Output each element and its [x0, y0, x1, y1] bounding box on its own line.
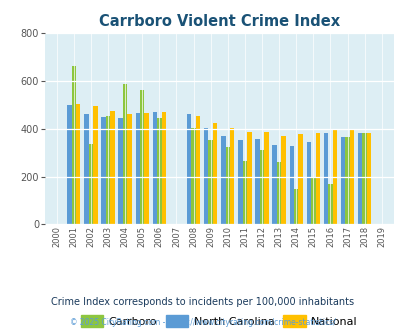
Bar [315, 133, 319, 224]
Bar [67, 105, 71, 224]
Bar [140, 90, 144, 224]
Bar [242, 161, 247, 224]
Bar [259, 150, 264, 224]
Bar [221, 136, 225, 224]
Bar [135, 113, 140, 224]
Bar [247, 132, 251, 224]
Bar [323, 134, 328, 224]
Bar [127, 114, 132, 224]
Bar [186, 114, 191, 224]
Bar [84, 114, 88, 224]
Bar [293, 189, 298, 224]
Bar [118, 118, 123, 224]
Bar [203, 127, 208, 224]
Bar [328, 184, 332, 224]
Bar [281, 136, 285, 224]
Bar [123, 84, 127, 224]
Bar [71, 67, 76, 224]
Bar [306, 142, 310, 224]
Bar [225, 147, 230, 224]
Bar [161, 113, 166, 224]
Bar [76, 104, 80, 224]
Bar [152, 113, 157, 224]
Bar [191, 128, 195, 224]
Bar [88, 144, 93, 224]
Bar [238, 140, 242, 224]
Bar [106, 116, 110, 224]
Bar [366, 134, 371, 224]
Text: © 2025 CityRating.com - https://www.cityrating.com/crime-statistics/: © 2025 CityRating.com - https://www.city… [70, 318, 335, 327]
Bar [208, 140, 212, 224]
Bar [144, 113, 149, 224]
Bar [264, 132, 268, 224]
Bar [212, 123, 217, 224]
Bar [289, 146, 293, 224]
Bar [362, 134, 366, 224]
Bar [157, 118, 161, 224]
Bar [195, 115, 200, 224]
Bar [101, 117, 106, 224]
Bar [276, 162, 281, 224]
Bar [272, 145, 276, 224]
Bar [93, 106, 97, 224]
Bar [345, 137, 349, 224]
Bar [340, 137, 345, 224]
Bar [357, 134, 362, 224]
Bar [110, 111, 114, 224]
Bar [349, 130, 354, 224]
Title: Carrboro Violent Crime Index: Carrboro Violent Crime Index [98, 14, 339, 29]
Bar [332, 129, 336, 224]
Bar [310, 177, 315, 224]
Text: Crime Index corresponds to incidents per 100,000 inhabitants: Crime Index corresponds to incidents per… [51, 297, 354, 307]
Bar [298, 134, 302, 224]
Legend: Carrboro, North Carolina, National: Carrboro, North Carolina, National [76, 310, 361, 330]
Bar [255, 140, 259, 224]
Bar [230, 128, 234, 224]
